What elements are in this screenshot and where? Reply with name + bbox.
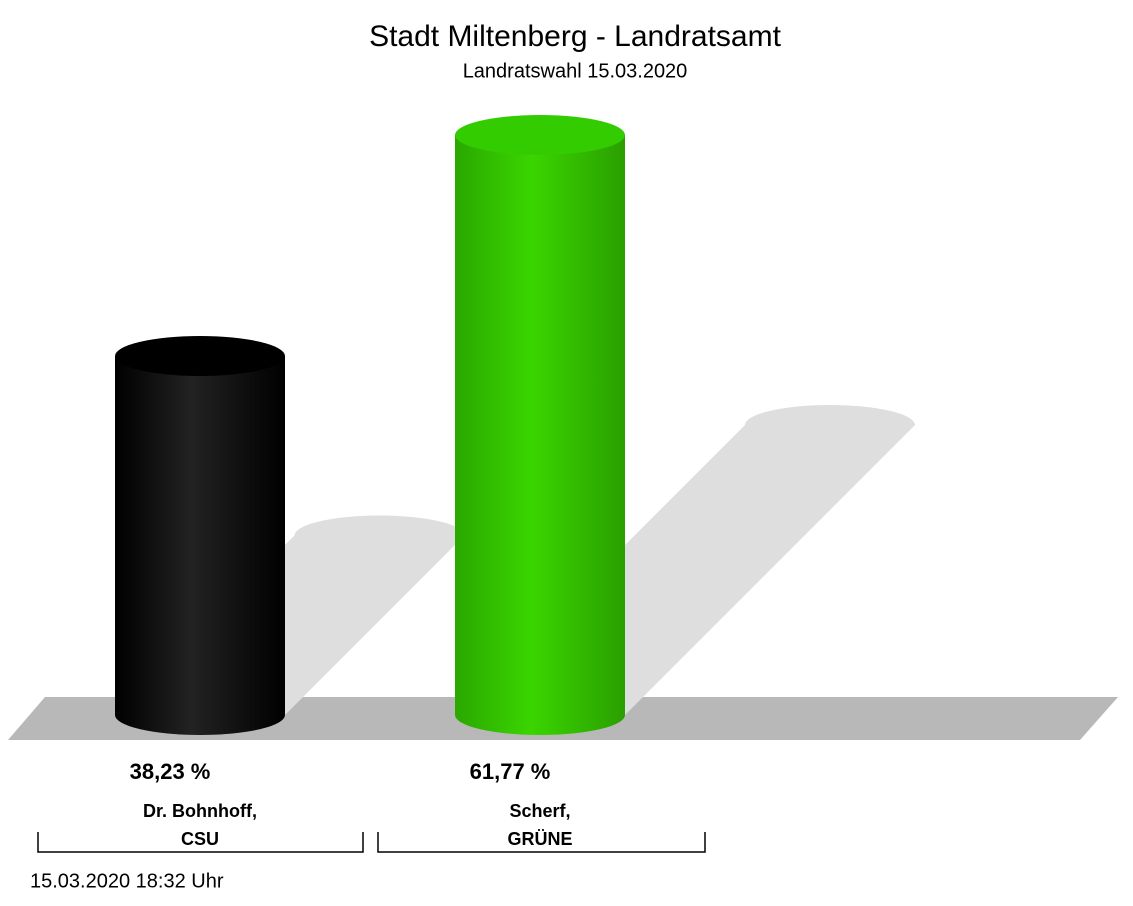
category-brackets bbox=[37, 832, 706, 853]
bar bbox=[455, 115, 625, 735]
value-label: 38,23 % bbox=[130, 759, 211, 784]
bar bbox=[115, 336, 285, 735]
footnote: 15.03.2020 18:32 Uhr bbox=[30, 870, 224, 892]
category-label: Scherf, bbox=[509, 801, 570, 821]
category-label: CSU bbox=[181, 829, 219, 849]
value-label: 61,77 % bbox=[470, 759, 551, 784]
category-label: GRÜNE bbox=[507, 829, 572, 849]
bar-top bbox=[455, 115, 625, 155]
chart-subtitle: Landratswahl 15.03.2020 bbox=[463, 60, 688, 82]
bar-body bbox=[455, 135, 625, 735]
category-label: Dr. Bohnhoff, bbox=[143, 801, 257, 821]
chart-title: Stadt Miltenberg - Landratsamt bbox=[369, 20, 782, 53]
bar-top bbox=[115, 336, 285, 377]
bar-body bbox=[115, 356, 285, 735]
